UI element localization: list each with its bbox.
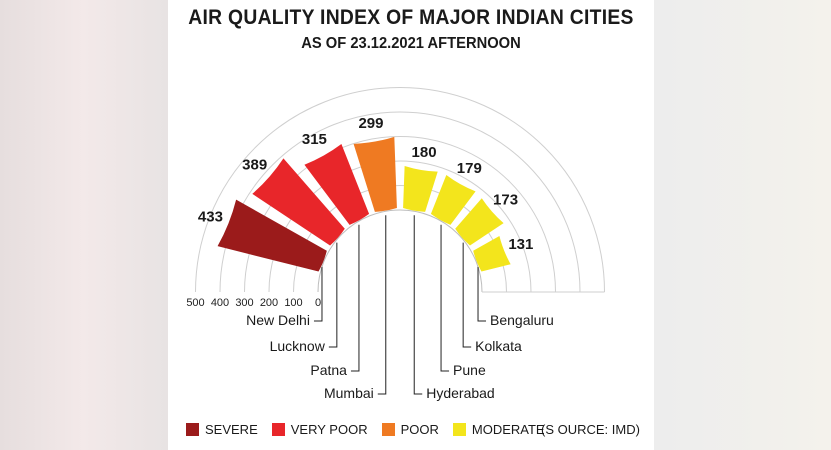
bar-pune — [430, 174, 476, 225]
radial-bar-chart: 500 400 300 200 100 0 433 New Delhi 389 Lucknow 31… — [186, 87, 605, 401]
bar-new-delhi — [217, 199, 327, 272]
legend-item-moderate: MODERATE — [452, 422, 545, 437]
city-label-patna: Patna — [310, 362, 347, 378]
bar-patna — [304, 144, 370, 225]
city-label-lucknow: Lucknow — [270, 338, 326, 354]
leader-line — [350, 224, 360, 372]
city-label-mumbai: Mumbai — [324, 385, 374, 401]
data-label: 179 — [457, 160, 482, 177]
source-note: (S OURCE: IMD) — [541, 422, 640, 437]
bar-mumbai — [353, 136, 397, 212]
legend-item-severe: SEVERE — [186, 422, 258, 437]
baseline-arc — [317, 209, 483, 293]
legend-label-moderate: MODERATE — [471, 422, 545, 437]
city-label-pune: Pune — [453, 362, 486, 378]
leader-line — [440, 224, 450, 372]
chart-subtitle: AS OF 23.12.2021 AFTERNOON — [301, 35, 521, 52]
data-label: 180 — [412, 144, 437, 161]
city-label-new-delhi: New Delhi — [246, 312, 310, 328]
legend: SEVERE VERY POOR POOR MODERATE — [186, 422, 559, 437]
axis-tick-label: 200 — [260, 297, 278, 309]
leader-line — [477, 266, 487, 322]
legend-item-poor: POOR — [381, 422, 439, 437]
data-label: 389 — [242, 157, 267, 174]
data-label: 315 — [302, 131, 327, 148]
legend-label-severe: SEVERE — [205, 422, 258, 437]
infographic-card: AIR QUALITY INDEX OF MAJOR INDIAN CITIES… — [168, 0, 654, 450]
leader-line — [377, 215, 387, 395]
legend-label-poor: POOR — [400, 422, 439, 437]
legend-swatch-moderate — [452, 423, 466, 436]
axis-tick-label: 400 — [211, 297, 229, 309]
city-label-bengaluru: Bengaluru — [490, 312, 554, 328]
city-label-kolkata: Kolkata — [475, 338, 522, 354]
legend-item-very-poor: VERY POOR — [271, 422, 368, 437]
legend-label-very-poor: VERY POOR — [290, 422, 368, 437]
legend-swatch-very-poor — [271, 423, 285, 436]
axis-tick-label: 0 — [315, 297, 321, 309]
leader-line — [413, 215, 423, 395]
data-label: 131 — [508, 236, 533, 253]
legend-swatch-poor — [381, 423, 395, 436]
data-label: 299 — [358, 115, 383, 132]
leader-line — [328, 242, 338, 348]
legend-swatch-severe — [186, 423, 199, 436]
leader-line — [313, 266, 323, 322]
chart-title: AIR QUALITY INDEX OF MAJOR INDIAN CITIES — [188, 6, 634, 29]
axis-tick-label: 100 — [284, 297, 302, 309]
bar-bengaluru — [473, 235, 511, 272]
bar-hyderabad — [403, 165, 438, 212]
data-label: 173 — [493, 191, 518, 208]
grid-arc-5 — [195, 87, 605, 293]
data-label: 433 — [198, 208, 223, 225]
city-label-hyderabad: Hyderabad — [426, 385, 495, 401]
leader-line — [462, 242, 472, 348]
bar-lucknow — [252, 158, 345, 246]
axis-tick-label: 300 — [235, 297, 253, 309]
bar-kolkata — [455, 198, 504, 246]
axis-tick-label: 500 — [186, 297, 204, 309]
